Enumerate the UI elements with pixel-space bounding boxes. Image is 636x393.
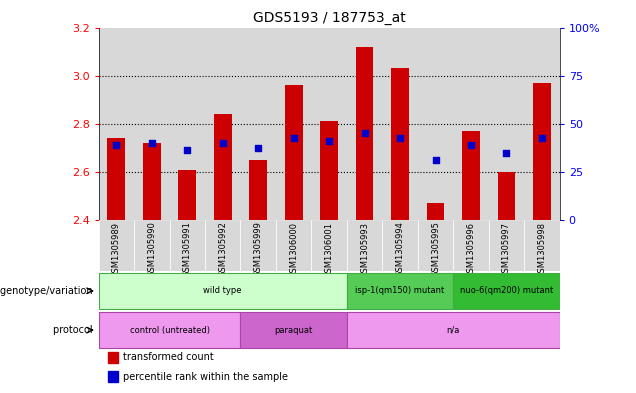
Text: GSM1305989: GSM1305989 <box>112 222 121 277</box>
Point <box>501 149 511 156</box>
Text: GSM1305995: GSM1305995 <box>431 222 440 277</box>
Text: transformed count: transformed count <box>123 352 213 362</box>
Text: GSM1305990: GSM1305990 <box>148 222 156 277</box>
Text: paraquat: paraquat <box>275 326 313 334</box>
Text: GSM1305992: GSM1305992 <box>218 222 227 277</box>
Point <box>466 142 476 149</box>
Text: genotype/variation: genotype/variation <box>0 286 95 296</box>
Bar <box>312 220 347 271</box>
Bar <box>170 28 205 220</box>
Bar <box>276 28 312 220</box>
Bar <box>462 131 480 220</box>
Point <box>395 135 405 141</box>
Text: GSM1305999: GSM1305999 <box>254 222 263 277</box>
Bar <box>347 220 382 271</box>
Point <box>147 140 157 146</box>
Title: GDS5193 / 187753_at: GDS5193 / 187753_at <box>252 11 406 25</box>
Bar <box>285 85 303 220</box>
Bar <box>134 220 170 271</box>
Text: GSM1305991: GSM1305991 <box>183 222 191 277</box>
Bar <box>533 83 551 220</box>
Text: GSM1305993: GSM1305993 <box>360 222 369 277</box>
Bar <box>453 273 560 309</box>
Bar <box>240 220 276 271</box>
Point <box>359 130 370 136</box>
Bar <box>382 220 418 271</box>
Bar <box>382 28 418 220</box>
Bar <box>347 273 453 309</box>
Bar <box>99 312 240 348</box>
Bar <box>524 220 560 271</box>
Bar <box>427 203 445 220</box>
Bar <box>134 28 170 220</box>
Bar <box>143 143 161 220</box>
Bar <box>524 28 560 220</box>
Text: GSM1306001: GSM1306001 <box>324 222 334 277</box>
Bar <box>488 28 524 220</box>
Bar <box>240 312 347 348</box>
Bar <box>99 273 347 309</box>
Point <box>289 135 299 141</box>
Text: GSM1305996: GSM1305996 <box>467 222 476 277</box>
Bar <box>497 172 515 220</box>
Bar <box>170 220 205 271</box>
Bar <box>99 28 134 220</box>
Bar <box>488 220 524 271</box>
Bar <box>347 28 382 220</box>
Bar <box>107 138 125 220</box>
Bar <box>178 169 196 220</box>
Bar <box>453 28 488 220</box>
Bar <box>418 28 453 220</box>
Point <box>537 135 547 141</box>
Bar <box>240 28 276 220</box>
Bar <box>276 220 312 271</box>
Point <box>253 145 263 151</box>
Bar <box>391 68 409 220</box>
Bar <box>249 160 267 220</box>
Text: wild type: wild type <box>204 286 242 295</box>
Bar <box>453 220 488 271</box>
Text: GSM1305997: GSM1305997 <box>502 222 511 277</box>
Bar <box>347 312 560 348</box>
Text: protocol: protocol <box>53 325 95 335</box>
Text: GSM1306000: GSM1306000 <box>289 222 298 277</box>
Point <box>111 142 121 149</box>
Bar <box>99 220 134 271</box>
Text: control (untreated): control (untreated) <box>130 326 209 334</box>
Bar <box>356 47 373 220</box>
Bar <box>312 28 347 220</box>
Bar <box>214 114 232 220</box>
Bar <box>205 220 240 271</box>
Point <box>218 140 228 146</box>
Bar <box>107 352 118 363</box>
Point <box>431 157 441 163</box>
Bar <box>321 121 338 220</box>
Bar <box>107 371 118 382</box>
Text: GSM1305994: GSM1305994 <box>396 222 404 277</box>
Text: isp-1(qm150) mutant: isp-1(qm150) mutant <box>356 286 445 295</box>
Bar <box>205 28 240 220</box>
Text: nuo-6(qm200) mutant: nuo-6(qm200) mutant <box>460 286 553 295</box>
Point <box>182 147 192 153</box>
Text: percentile rank within the sample: percentile rank within the sample <box>123 372 287 382</box>
Point <box>324 138 335 144</box>
Text: n/a: n/a <box>446 326 460 334</box>
Bar <box>418 220 453 271</box>
Text: GSM1305998: GSM1305998 <box>537 222 546 277</box>
